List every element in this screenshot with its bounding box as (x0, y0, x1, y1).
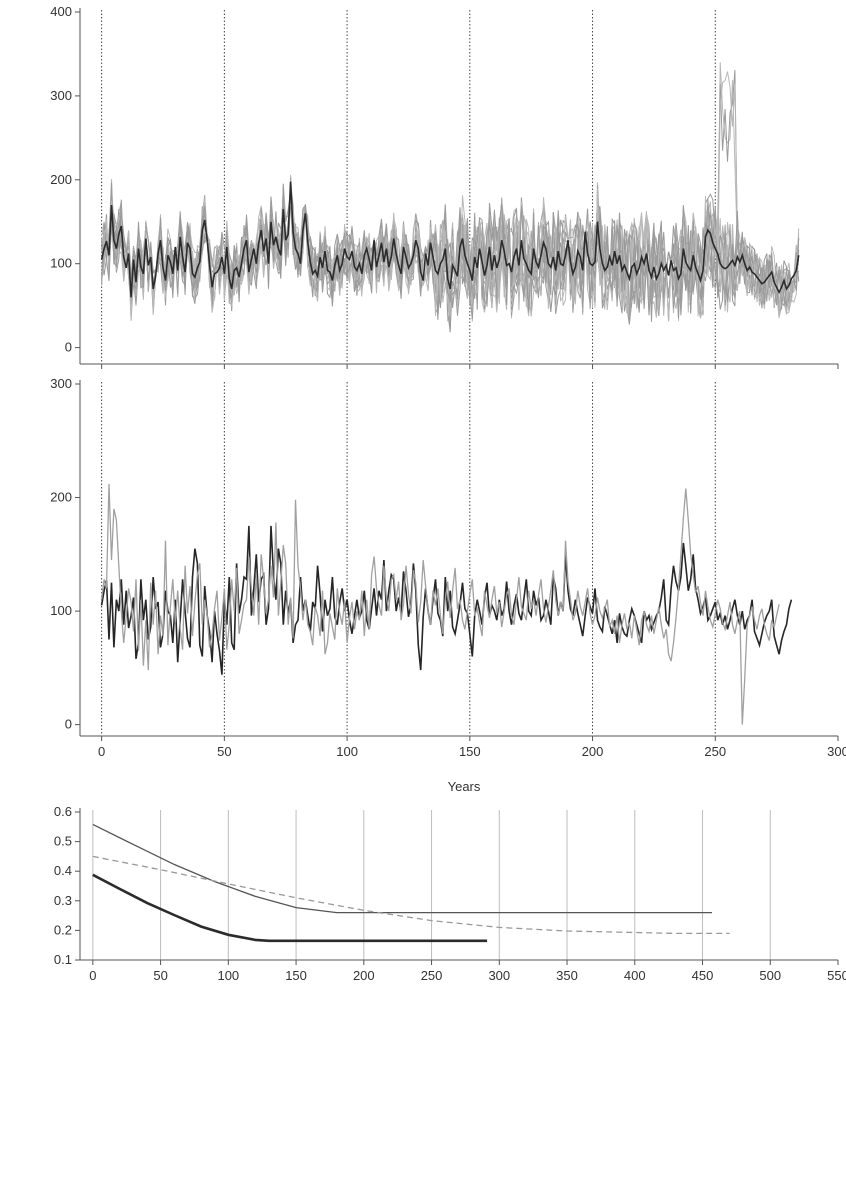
x-tick-label: 350 (556, 968, 578, 983)
y-tick-label: 0.5 (54, 834, 72, 849)
y-tick-label: 0 (65, 717, 72, 732)
x-tick-label: 300 (488, 968, 510, 983)
y-tick-label: 0.2 (54, 922, 72, 937)
y-tick-label: 400 (50, 4, 72, 19)
y-tick-label: 300 (50, 376, 72, 391)
x-axis-title: Years (448, 779, 481, 794)
x-tick-label: 500 (759, 968, 781, 983)
x-tick-label: 250 (704, 744, 726, 759)
series-line-series-light (100, 483, 780, 725)
x-tick-label: 250 (421, 968, 443, 983)
y-tick-label: 0.3 (54, 893, 72, 908)
x-tick-label: 200 (353, 968, 375, 983)
x-tick-label: 400 (624, 968, 646, 983)
x-tick-label: 450 (692, 968, 714, 983)
ensemble-series-line (101, 69, 799, 330)
x-tick-label: 150 (285, 968, 307, 983)
series-line-dashed (92, 855, 730, 935)
y-tick-label: 200 (50, 490, 72, 505)
series-line-thick-solid (92, 873, 488, 943)
y-tick-label: 0.1 (54, 952, 72, 967)
ensemble-series-line (101, 183, 800, 322)
x-tick-label: 50 (217, 744, 231, 759)
y-tick-label: 200 (50, 172, 72, 187)
series-line-mean (100, 181, 800, 298)
series-line-thin-solid (92, 823, 712, 914)
y-tick-label: 300 (50, 88, 72, 103)
middle-panel: 0 100 200 300 0 50 100 150 200 250 300 (50, 376, 846, 759)
x-tick-label: 50 (153, 968, 167, 983)
y-tick-label: 0.6 (54, 804, 72, 819)
x-tick-label: 100 (336, 744, 358, 759)
x-tick-label: 0 (89, 968, 96, 983)
x-tick-label: 200 (582, 744, 604, 759)
bottom-panel: 0.1 0.2 0.3 0.4 0.5 0.6 0 50 100 150 200 250 300 350 4… (54, 804, 846, 983)
x-tick-label: 0 (98, 744, 105, 759)
x-tick-label: 150 (459, 744, 481, 759)
top-panel: 0 100 200 300 400 (50, 4, 839, 369)
x-tick-label: 100 (217, 968, 239, 983)
y-tick-label: 100 (50, 603, 72, 618)
x-tick-label: 550 (827, 968, 846, 983)
y-tick-label: 100 (50, 256, 72, 271)
y-tick-label: 0 (65, 340, 72, 355)
x-tick-label: 300 (827, 744, 846, 759)
y-tick-label: 0.4 (54, 863, 72, 878)
